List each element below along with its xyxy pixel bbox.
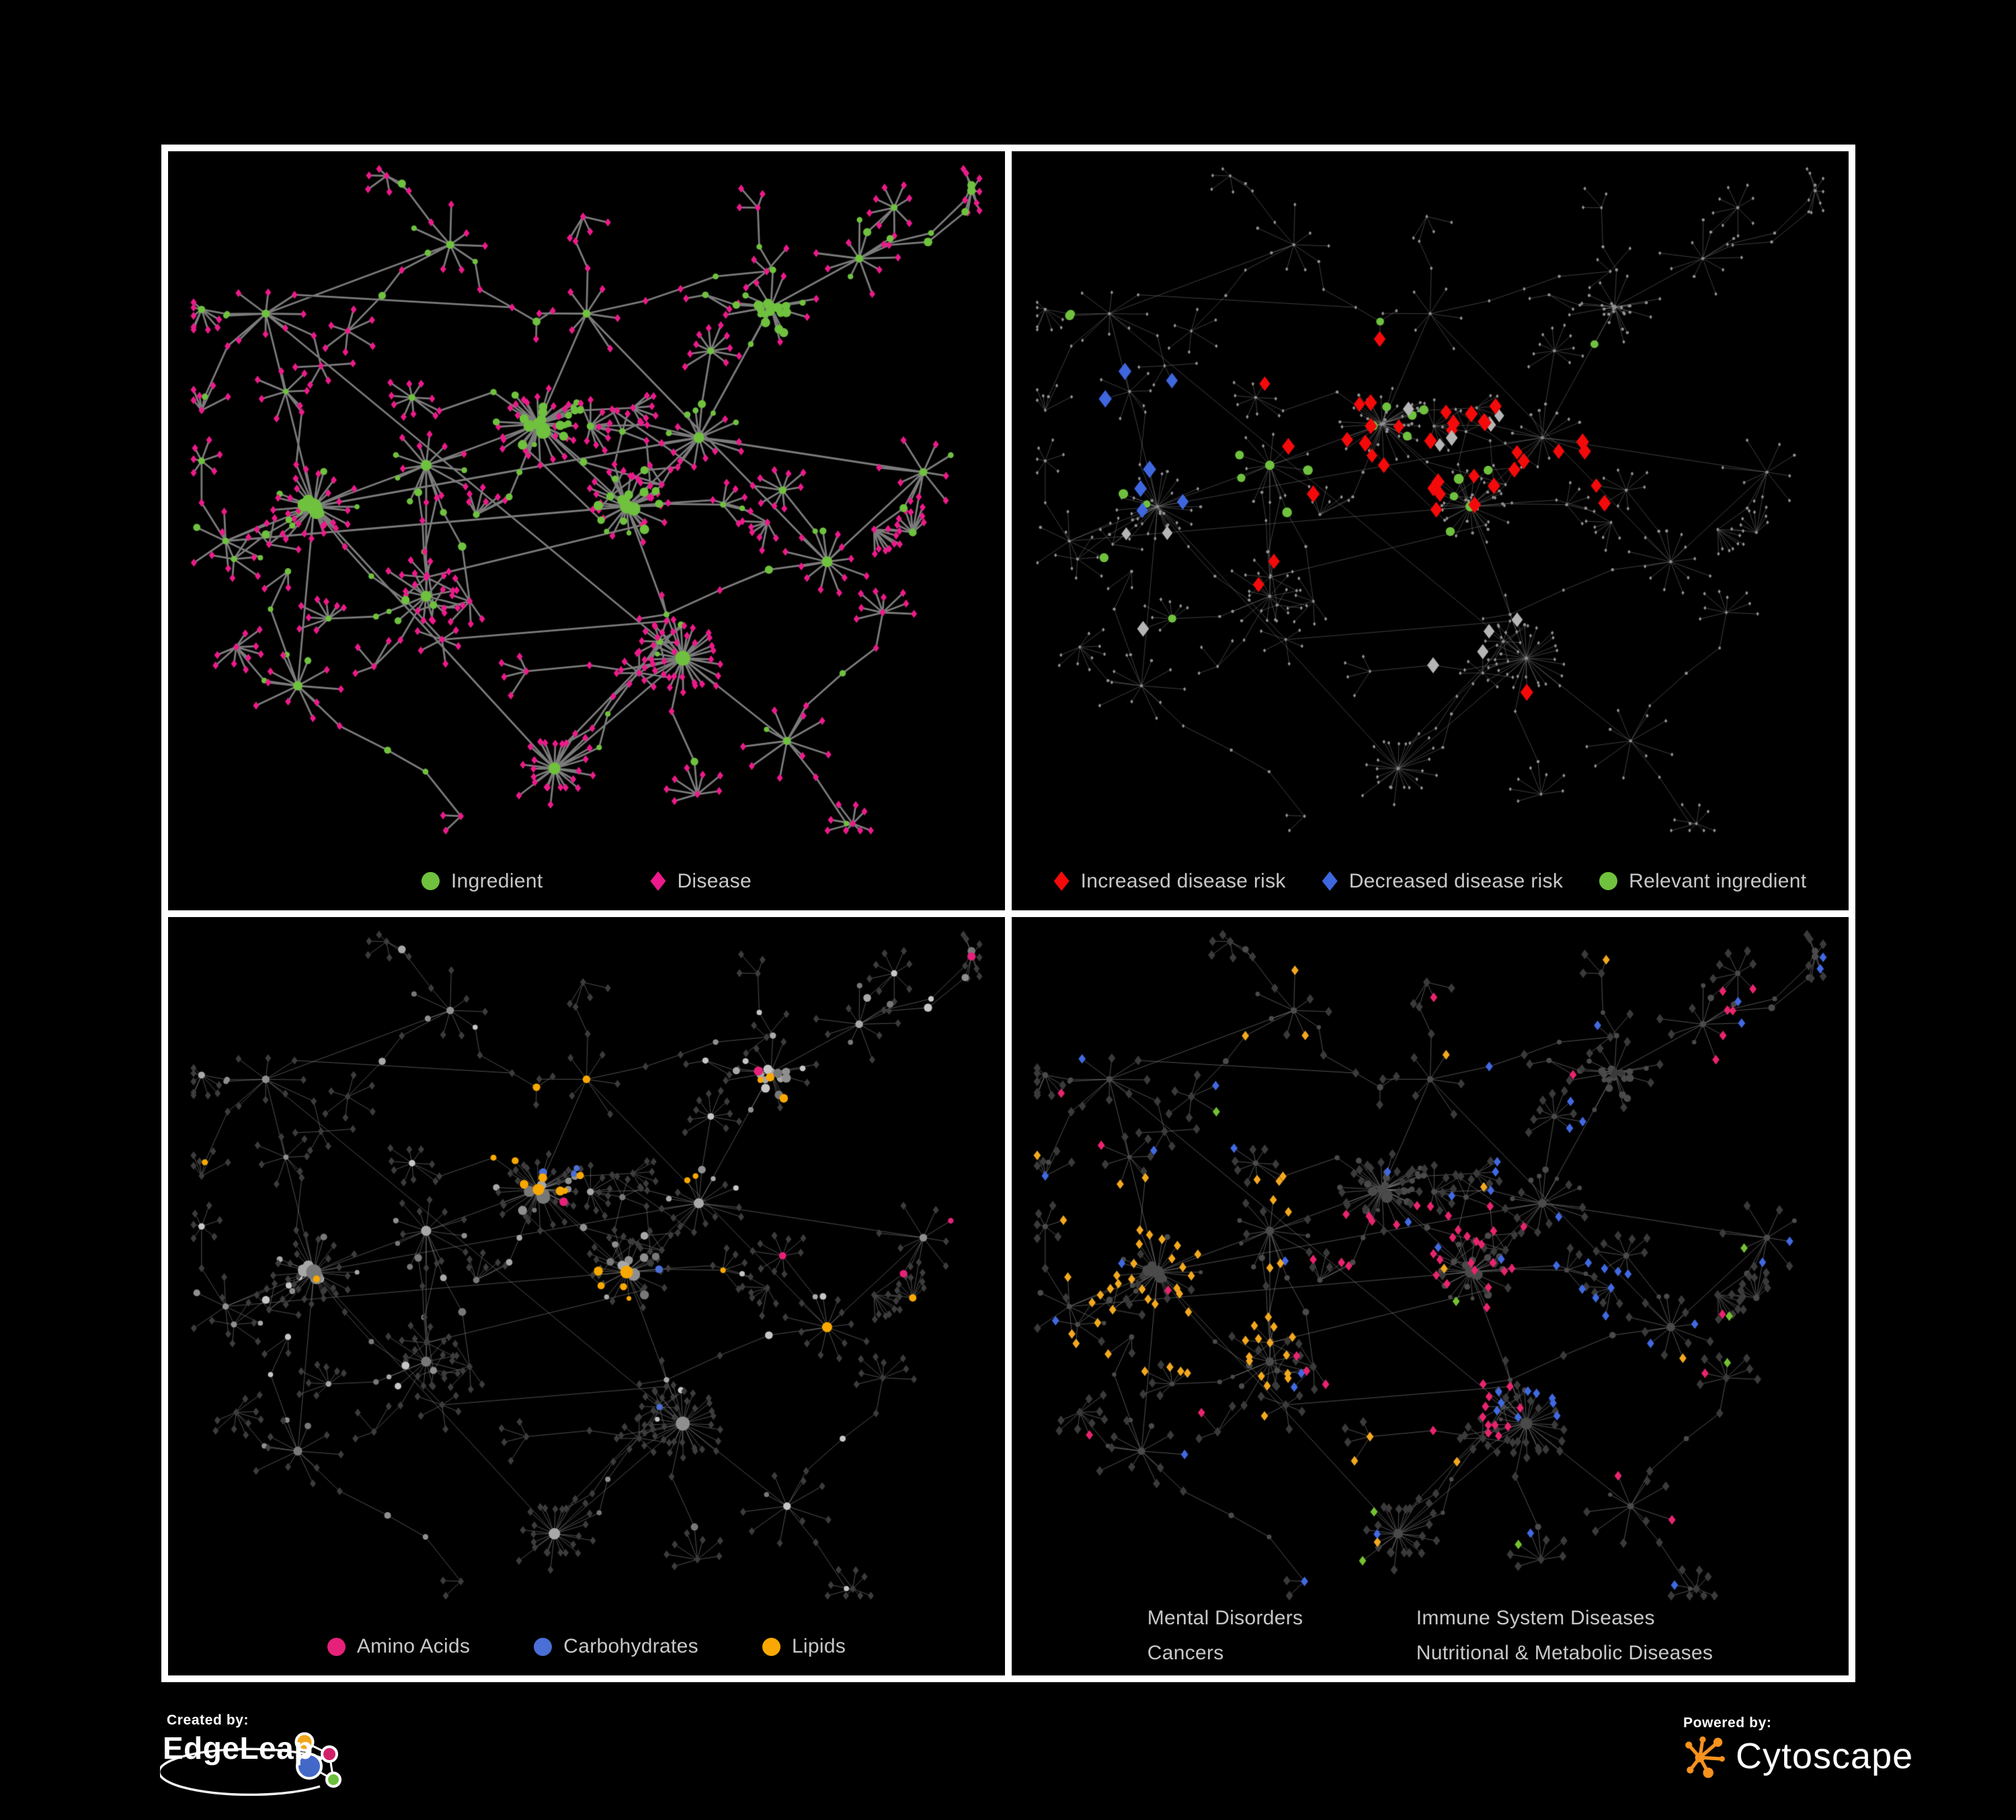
legend-disease-risk: Increased disease risk Decreased disease… [1012,870,1849,893]
legend-label: Cancers [1147,1642,1224,1664]
legend-label: Ingredient [451,869,543,892]
panel-ingredient-disease: Ingredient Disease [168,151,1005,910]
panel-ingredient-classes: Amino Acids Carbohydrates Lipids [168,916,1005,1675]
disease-diamond-icon [650,871,666,891]
legend-label: Mental Disorders [1147,1607,1303,1629]
legend-item: Relevant ingredient [1599,870,1806,893]
ingredient-circle-icon [421,872,440,890]
cytoscape-branding: Powered by: Cytoscape [1683,1715,1913,1778]
legend-disease-classes: Mental Disorders Immune System Diseases … [1012,1607,1849,1665]
carbohydrates-circle-icon [534,1637,553,1656]
legend-item: Amino Acids [327,1635,470,1658]
legend-label: Increased disease risk [1080,869,1286,892]
created-by-label: Created by: [167,1712,249,1728]
legend-label: Nutritional & Metabolic Diseases [1416,1642,1713,1664]
powered-by-label: Powered by: [1683,1715,1772,1731]
legend-item: Increased disease risk [1053,869,1286,893]
legend-ingredient-disease: Ingredient Disease [168,870,1005,893]
legend-item: Cancers [1147,1642,1416,1665]
legend-label: Carbohydrates [563,1635,698,1657]
legend-item: Decreased disease risk [1322,870,1563,893]
increased-risk-diamond-icon [1053,871,1070,891]
legend-item: Mental Disorders [1147,1607,1416,1630]
relevant-ingredient-circle-icon [1599,872,1618,890]
cytoscape-logo-icon [1685,1736,1725,1778]
legend-item: Carbohydrates [534,1635,698,1658]
legend-label: Immune System Diseases [1416,1607,1655,1629]
edgeleap-logo-icon [160,1732,341,1796]
figure-grid: Ingredient Disease Increased disease ris… [161,145,1855,1682]
edgeleap-branding: Created by: EdgeLeap [160,1712,362,1807]
network-graph-ingredient-classes [168,916,1005,1675]
legend-label: Disease [677,869,752,892]
cytoscape-wordmark: Cytoscape [1736,1736,1914,1776]
panel-disease-classes: Mental Disorders Immune System Diseases … [1012,916,1849,1675]
legend-label: Relevant ingredient [1629,869,1807,892]
amino-acids-circle-icon [327,1637,346,1656]
legend-item: Immune System Diseases [1416,1607,1713,1630]
edgeleap-wordmark: EdgeLeap [163,1731,313,1766]
legend-item: Lipids [762,1635,846,1658]
network-graph-disease-classes [1012,916,1849,1675]
legend-item: Nutritional & Metabolic Diseases [1416,1642,1713,1665]
legend-label: Amino Acids [356,1635,471,1657]
decreased-risk-diamond-icon [1322,871,1338,891]
legend-item: Ingredient [421,870,542,893]
legend-item: Disease [650,869,752,893]
legend-label: Lipids [791,1635,846,1657]
network-graph-ingredient-disease [168,151,1005,910]
lipids-circle-icon [762,1637,780,1656]
network-graph-disease-risk [1012,151,1849,910]
panel-disease-risk: Increased disease risk Decreased disease… [1012,151,1849,910]
legend-label: Decreased disease risk [1348,869,1564,892]
legend-ingredient-classes: Amino Acids Carbohydrates Lipids [168,1635,1005,1658]
